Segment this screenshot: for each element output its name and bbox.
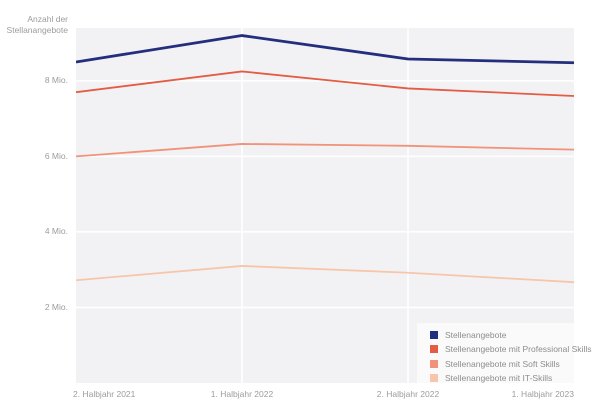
legend-swatch-icon: [430, 374, 438, 383]
plot-area: [76, 28, 574, 383]
legend-swatch-icon: [430, 345, 438, 354]
x-tick-label: 1. Halbjahr 2023: [511, 389, 574, 399]
legend-label: Stellenangebote mit Soft Skills: [445, 358, 560, 369]
y-axis-title: Anzahl der Stellanangebote: [0, 14, 68, 35]
legend-item[interactable]: Stellenangebote mit IT-Skills: [430, 371, 585, 385]
legend-swatch-icon: [430, 331, 438, 340]
y-tick-label: 4 Mio.: [44, 226, 68, 237]
series-line: [76, 34, 574, 65]
legend-label: Stellenangebote mit Professional Skills: [445, 344, 592, 355]
y-axis-title-line2: Stellanangebote: [6, 24, 68, 35]
legend-panel: Stellenangebote Stellenangebote mit Profe…: [417, 323, 591, 389]
x-tick-label: 2. Halbjahr 2022: [376, 389, 440, 399]
y-tick-label: 8 Mio.: [44, 75, 68, 86]
x-tick-label: 2. Halbjahr 2021: [73, 389, 136, 399]
legend-label: Stellenangebote mit IT-Skills: [445, 373, 553, 384]
legend-label: Stellenangebote: [445, 330, 507, 341]
x-tick-label: 1. Halbjahr 2022: [210, 389, 274, 399]
series-line: [76, 70, 574, 97]
y-tick-label: 2 Mio.: [44, 301, 68, 312]
legend-item[interactable]: Stellenangebote mit Soft Skills: [430, 357, 585, 371]
y-tick-label: 6 Mio.: [44, 150, 68, 161]
legend-item[interactable]: Stellenangebote: [430, 328, 585, 342]
line-chart-svg: [76, 28, 574, 383]
legend-swatch-icon: [430, 359, 438, 368]
series-line: [76, 143, 574, 158]
legend-item[interactable]: Stellenangebote mit Professional Skills: [430, 342, 591, 356]
series-line: [76, 265, 574, 284]
y-axis-title-line1: Anzahl der: [27, 14, 68, 24]
